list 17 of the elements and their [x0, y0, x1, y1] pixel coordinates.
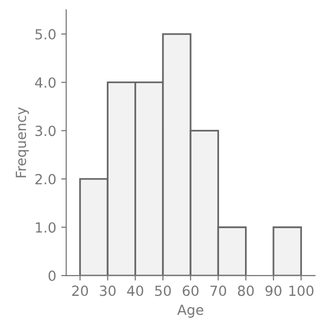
y-tick-label: 3.0: [35, 126, 56, 136]
y-tick-label: 5.0: [35, 29, 56, 40]
x-tick-label: 90: [266, 286, 282, 296]
y-axis-title: Frequency: [16, 107, 29, 178]
y-tick-label: 4.0: [35, 77, 56, 88]
x-tick-label: 100: [289, 286, 314, 296]
x-tick-label: 80: [238, 286, 254, 296]
x-tick-label: 60: [182, 286, 198, 296]
y-tick-label: 2.0: [35, 174, 56, 184]
x-tick-label: 40: [127, 286, 144, 296]
x-tick-label: 70: [210, 286, 226, 296]
x-tick-label: 20: [72, 286, 88, 296]
x-tick-label: 50: [155, 286, 171, 296]
y-tick-label: 1.0: [36, 222, 56, 233]
y-tick-label: 0: [48, 270, 56, 282]
x-axis-title: Age: [177, 304, 204, 318]
x-tick-label: 30: [100, 286, 116, 296]
